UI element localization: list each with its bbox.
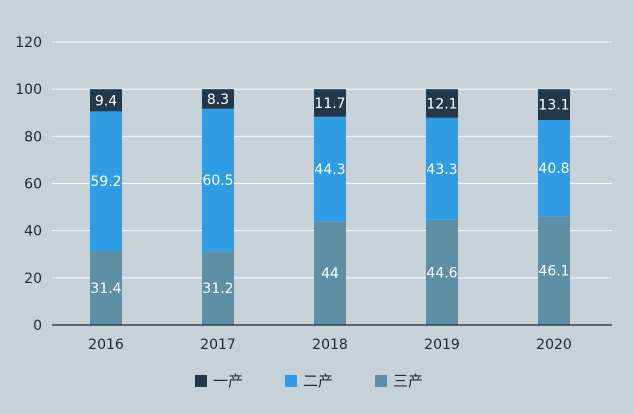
bar-2017-一产 <box>202 89 234 109</box>
bar-2019-一产 <box>426 89 458 118</box>
value-label-2018-三产: 44 <box>321 266 339 282</box>
value-label-2016-一产: 9.4 <box>95 93 117 109</box>
bar-2020-二产 <box>538 120 570 217</box>
legend-label-二产: 二产 <box>303 372 333 390</box>
value-label-2017-二产: 60.5 <box>202 173 233 189</box>
value-label-2018-一产: 11.7 <box>314 96 345 112</box>
legend-swatch-三产 <box>375 375 387 387</box>
x-axis-ticks: 2016 2017 2018 2019 2020 <box>88 337 572 353</box>
bar-2016-三产 <box>90 250 122 325</box>
bar-2018-三产 <box>314 221 346 325</box>
value-label-2016-三产: 31.4 <box>90 281 121 297</box>
value-label-2020-三产: 46.1 <box>538 264 569 280</box>
legend-label-一产: 一产 <box>213 372 243 390</box>
legend-swatch-二产 <box>285 375 297 387</box>
value-label-2016-二产: 59.2 <box>90 174 121 190</box>
value-label-2020-二产: 40.8 <box>538 161 569 177</box>
value-label-2019-三产: 44.6 <box>426 265 457 281</box>
legend-label-三产: 三产 <box>393 372 423 390</box>
y-tick-label-100: 100 <box>15 82 42 98</box>
x-tick-label-2018: 2018 <box>312 337 348 353</box>
y-tick-label-60: 60 <box>24 177 42 193</box>
bar-2018-二产 <box>314 116 346 222</box>
value-label-2019-一产: 12.1 <box>426 96 457 112</box>
bar-2017-二产 <box>202 108 234 252</box>
bar-2019-三产 <box>426 219 458 325</box>
value-label-2017-一产: 8.3 <box>207 92 229 108</box>
x-tick-label-2020: 2020 <box>536 337 572 353</box>
y-axis-ticks: 0 20 40 60 80 100 120 <box>15 35 42 334</box>
y-tick-label-40: 40 <box>24 224 42 240</box>
x-tick-label-2019: 2019 <box>424 337 460 353</box>
x-tick-label-2017: 2017 <box>200 337 236 353</box>
bar-2020-一产 <box>538 89 570 121</box>
value-label-2019-二产: 43.3 <box>426 162 457 178</box>
legend: 一产 二产 三产 <box>195 372 423 390</box>
x-tick-label-2016: 2016 <box>88 337 124 353</box>
legend-swatch-一产 <box>195 375 207 387</box>
value-label-2017-三产: 31.2 <box>202 281 233 297</box>
value-label-2018-二产: 44.3 <box>314 162 345 178</box>
bar-2016-二产 <box>90 111 122 251</box>
bar-2020-三产 <box>538 216 570 325</box>
y-tick-label-80: 80 <box>24 129 42 145</box>
bar-2019-二产 <box>426 117 458 220</box>
bars: 31.4 59.2 9.4 31.2 60.5 8.3 44 44.3 11.7 44.6 43.3… <box>90 89 570 325</box>
y-tick-label-20: 20 <box>24 271 42 287</box>
bar-2018-一产 <box>314 89 346 117</box>
y-tick-label-120: 120 <box>15 35 42 51</box>
value-label-2020-一产: 13.1 <box>538 98 569 114</box>
bar-2017-三产 <box>202 251 234 325</box>
y-tick-label-0: 0 <box>33 318 42 334</box>
bar-2016-一产 <box>90 89 122 112</box>
